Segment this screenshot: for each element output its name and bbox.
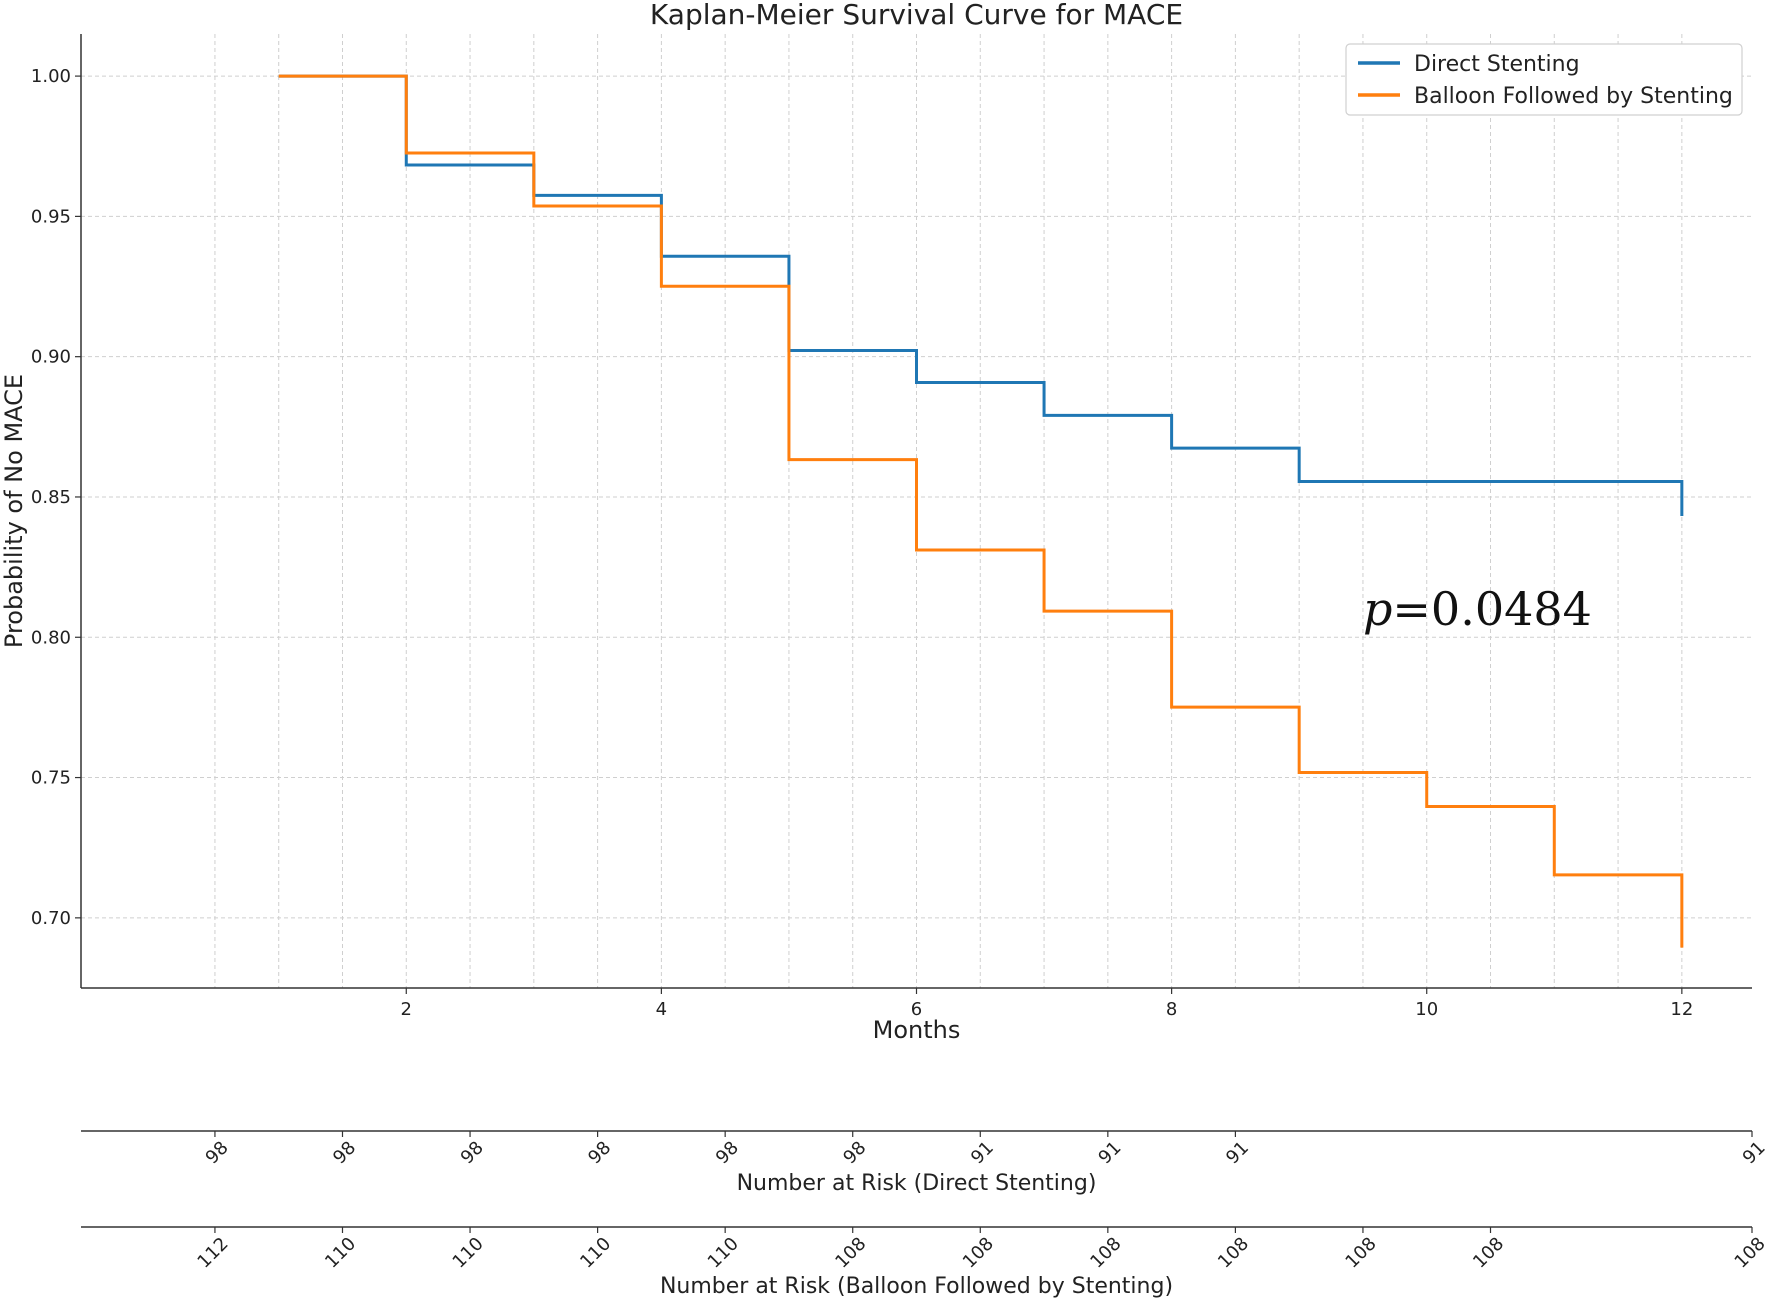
- x-tick-label: 8: [1166, 999, 1177, 1020]
- y-tick-label: 0.95: [31, 206, 71, 227]
- risk-value-label: 98: [584, 1137, 615, 1168]
- risk-value-label: 110: [449, 1233, 488, 1272]
- risk-value-label: 108: [1214, 1233, 1253, 1272]
- series-line-balloon-followed-by-stenting: [278, 74, 1684, 948]
- legend-label-direct-stenting: Direct Stenting: [1414, 52, 1580, 77]
- x-tick-label: 4: [656, 999, 667, 1020]
- risk-value-label: 91: [1094, 1137, 1125, 1168]
- y-tick-label: 0.90: [31, 347, 71, 368]
- risk-value-label: 108: [1469, 1233, 1508, 1272]
- series-lines: [278, 74, 1684, 948]
- x-tick-label: 12: [1670, 999, 1693, 1020]
- p-value-symbol: p: [1363, 582, 1392, 636]
- y-tick-label: 0.80: [31, 627, 71, 648]
- risk-value-label: 98: [457, 1137, 488, 1168]
- p-value-number: =0.0484: [1392, 582, 1592, 636]
- risk-value-label: 91: [967, 1137, 998, 1168]
- y-axis-label: Probability of No MACE: [0, 374, 28, 648]
- risk-table-title-balloon-followed-by-stenting: Number at Risk (Balloon Followed by Sten…: [660, 1274, 1173, 1299]
- p-value-annotation: p=0.0484: [1363, 582, 1592, 636]
- risk-value-label: 112: [193, 1233, 232, 1272]
- x-axis-label: Months: [873, 1016, 961, 1044]
- y-tick-label: 0.75: [31, 768, 71, 789]
- risk-value-label: 108: [1086, 1233, 1125, 1272]
- grid-lines: [81, 34, 1752, 988]
- risk-value-label: 110: [576, 1233, 615, 1272]
- x-tick-label: 2: [401, 999, 412, 1020]
- risk-table-title-direct-stenting: Number at Risk (Direct Stenting): [737, 1171, 1097, 1196]
- risk-value-label: 108: [831, 1233, 870, 1272]
- y-tick-label: 0.85: [31, 487, 71, 508]
- risk-value-label: 108: [1341, 1233, 1380, 1272]
- risk-value-label: 110: [704, 1233, 743, 1272]
- risk-value-label: 108: [1731, 1233, 1770, 1272]
- x-tick-label: 10: [1415, 999, 1438, 1020]
- axes: 2 4 6 8 10 12 0.70 0.75 0.80 0.85 0.90 0.95 1.00: [31, 34, 1752, 1020]
- risk-value-label: 110: [321, 1233, 360, 1272]
- legend-label-balloon-followed-by-stenting: Balloon Followed by Stenting: [1414, 84, 1733, 109]
- risk-value-label: 98: [202, 1137, 233, 1168]
- legend: Direct Stenting Balloon Followed by Sten…: [1345, 43, 1743, 116]
- risk-value-label: 98: [839, 1137, 870, 1168]
- risk-value-label: 91: [1222, 1137, 1253, 1168]
- risk-value-label: 98: [329, 1137, 360, 1168]
- legend-box: [1345, 43, 1743, 116]
- risk-value-label: 98: [712, 1137, 743, 1168]
- y-tick-label: 0.70: [31, 908, 71, 929]
- number-at-risk-tables: 98 98 98 98 98 98 91 91 91 91 112 110 110 110 110 108 10…: [81, 1130, 1770, 1272]
- risk-value-label: 91: [1739, 1137, 1770, 1168]
- x-tick-label: 6: [911, 999, 922, 1020]
- risk-value-label: 108: [959, 1233, 998, 1272]
- y-tick-label: 1.00: [31, 66, 71, 87]
- chart-title: Kaplan-Meier Survival Curve for MACE: [650, 0, 1183, 31]
